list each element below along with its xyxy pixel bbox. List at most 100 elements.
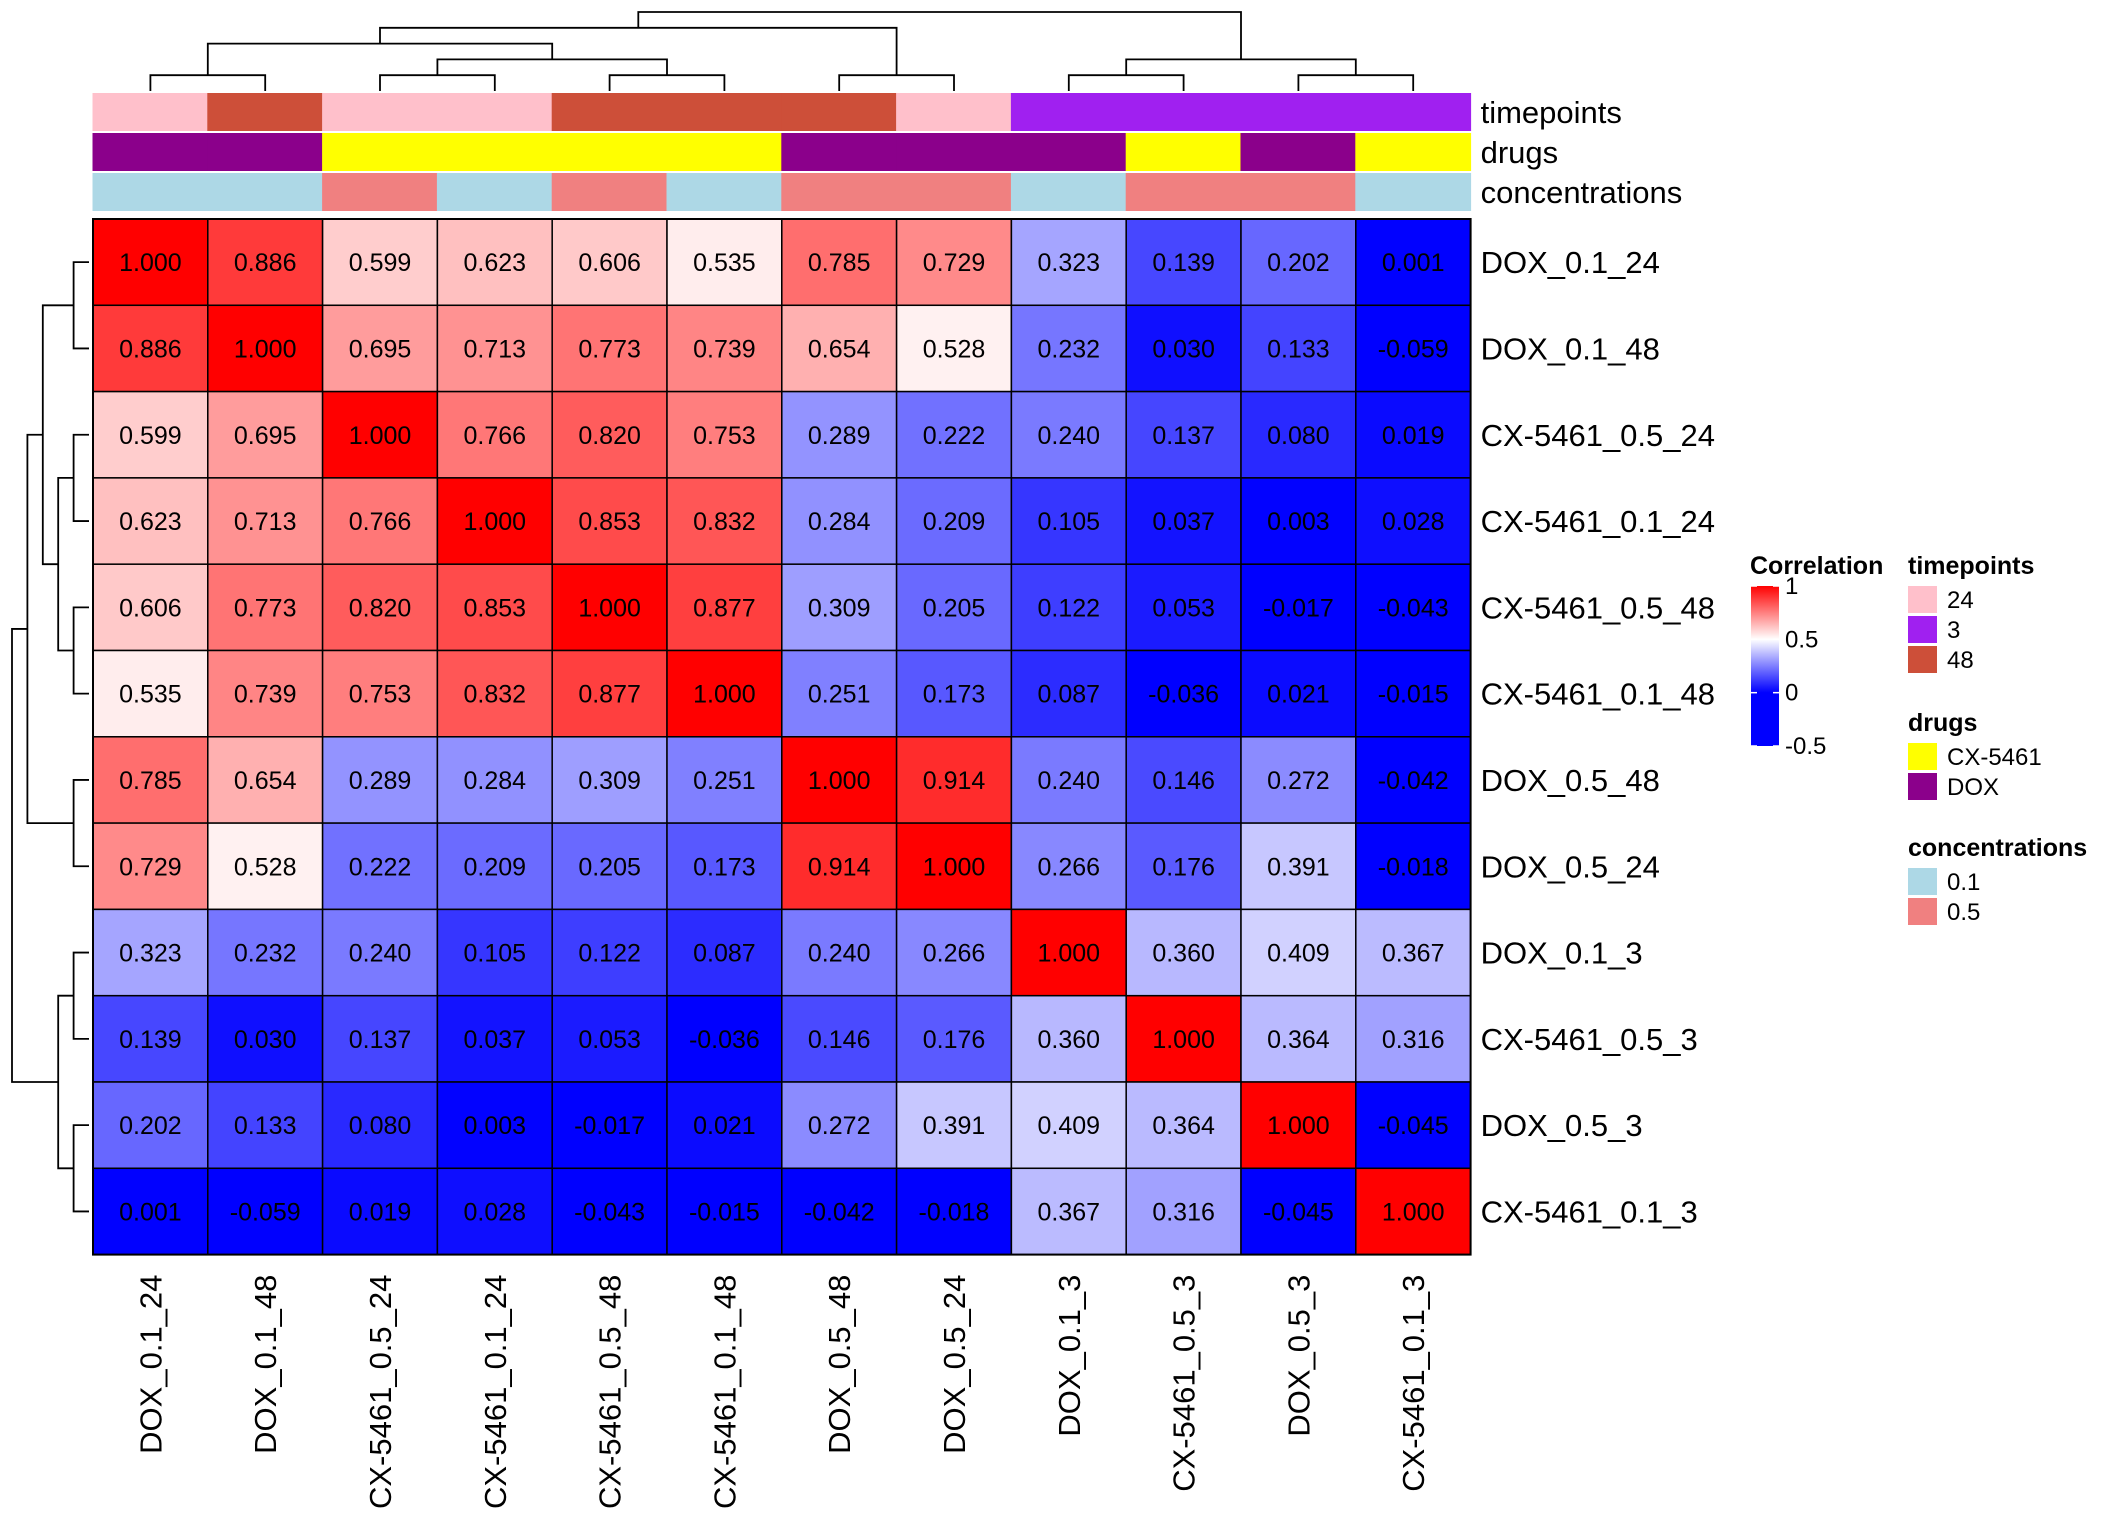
annotation-cell-timepoints xyxy=(551,93,668,131)
cell-value: 0.222 xyxy=(349,853,412,881)
cell-value: 0.146 xyxy=(808,1026,871,1054)
annotation-cell-timepoints xyxy=(1355,93,1472,131)
heatmap-cell xyxy=(781,736,898,824)
column-label: CX-5461_0.1_24 xyxy=(478,1275,513,1509)
annotation-cell-timepoints xyxy=(436,93,553,131)
column-label: DOX_0.1_3 xyxy=(1052,1275,1087,1437)
column-dendrogram-branch xyxy=(637,11,1242,60)
heatmap-cell xyxy=(895,649,1013,738)
heatmap-cell xyxy=(92,649,209,738)
heatmap-cell xyxy=(436,477,553,565)
row-labels: DOX_0.1_24 DOX_0.1_48 CX-5461_0.5_24 CX-546… xyxy=(1481,245,1715,1229)
heatmap-cell xyxy=(436,994,553,1083)
heatmap-cell xyxy=(666,649,783,738)
heatmap-cell xyxy=(551,304,668,393)
cell-value: 0.409 xyxy=(1267,940,1330,968)
heatmap-cell xyxy=(1010,304,1127,393)
row-dendrogram-branch xyxy=(57,477,74,652)
annotation-cell-drugs xyxy=(1125,133,1242,171)
heatmap-cell xyxy=(781,908,898,997)
legend-swatch-0-1 xyxy=(1908,868,1937,895)
row-label: DOX_0.1_3 xyxy=(1481,936,1643,971)
cell-value: 0.309 xyxy=(808,594,871,622)
cell-value: 0.599 xyxy=(119,422,182,450)
legend-swatch-dox xyxy=(1908,773,1937,800)
cell-value: 0.122 xyxy=(1038,594,1101,622)
cell-value: 0.316 xyxy=(1382,1026,1445,1054)
cell-value: 0.820 xyxy=(349,594,412,622)
cell-value: 0.209 xyxy=(923,508,986,536)
cell-value: 0.877 xyxy=(578,681,641,709)
heatmap-cell xyxy=(666,218,783,307)
heatmap-cell xyxy=(895,822,1013,911)
heatmap-cell xyxy=(1355,304,1472,393)
cell-value: 0.139 xyxy=(1152,249,1215,277)
cell-value: 0.087 xyxy=(1038,681,1101,709)
row-label: CX-5461_0.1_3 xyxy=(1481,1194,1698,1229)
heatmap-cell xyxy=(1240,304,1357,393)
heatmap-cell xyxy=(1125,477,1242,565)
cell-value: 0.173 xyxy=(693,853,756,881)
heatmap-cell xyxy=(1125,736,1242,824)
column-dendrogram-branch xyxy=(379,26,898,76)
heatmap-cell xyxy=(321,390,439,479)
heatmap-cell xyxy=(1125,994,1242,1083)
cell-value: 0.284 xyxy=(464,767,527,795)
cell-value: -0.015 xyxy=(1378,681,1449,709)
cell-value: 0.914 xyxy=(808,853,871,881)
heatmap-cell xyxy=(321,218,439,307)
heatmap-cell xyxy=(207,563,324,652)
cell-value: 0.820 xyxy=(578,422,641,450)
color-scale-tick-label: 1 xyxy=(1785,573,1798,600)
cell-value: 0.028 xyxy=(1382,508,1445,536)
cell-value: 0.323 xyxy=(1038,249,1101,277)
cell-value: -0.036 xyxy=(689,1026,760,1054)
heatmap-cell xyxy=(781,563,898,652)
cell-value: 0.202 xyxy=(119,1112,182,1140)
annotation-cell-concentrations xyxy=(781,173,898,211)
cell-value: 0.137 xyxy=(1152,422,1215,450)
annotation-cell-drugs xyxy=(1010,133,1127,171)
cell-value: 0.367 xyxy=(1382,940,1445,968)
heatmap-cell xyxy=(321,304,439,393)
column-dendrogram-branch xyxy=(149,74,267,91)
cell-value: 0.053 xyxy=(1152,594,1215,622)
cell-value: 0.886 xyxy=(119,335,182,363)
annotation-cell-concentrations xyxy=(1240,173,1357,211)
cell-value: 0.030 xyxy=(1152,335,1215,363)
annotation-cell-timepoints xyxy=(207,93,324,131)
row-dendrogram-branch xyxy=(72,951,89,1040)
cell-value: 0.766 xyxy=(349,508,412,536)
cell-value: 1.000 xyxy=(349,422,412,450)
legend-swatch-0-5 xyxy=(1908,898,1937,925)
legend-item-label: DOX xyxy=(1947,774,1999,801)
cell-value: 0.133 xyxy=(234,1112,297,1140)
cell-value: 0.753 xyxy=(693,422,756,450)
cell-value: 0.785 xyxy=(119,767,182,795)
color-scale-bar xyxy=(1751,586,1779,746)
cell-value: 0.729 xyxy=(119,853,182,881)
cell-value: -0.036 xyxy=(1148,681,1219,709)
cell-value: 0.272 xyxy=(1267,767,1330,795)
cell-value: 0.037 xyxy=(464,1026,527,1054)
legend-item-label: CX-5461 xyxy=(1947,744,2042,771)
column-label: CX-5461_0.1_48 xyxy=(707,1275,742,1509)
cell-value: 0.240 xyxy=(349,940,412,968)
heatmap-cell xyxy=(551,994,668,1083)
heatmap-cell xyxy=(207,477,324,565)
heatmap-cell xyxy=(551,1081,668,1170)
annotation-cell-drugs xyxy=(666,133,783,171)
heatmap-cell xyxy=(895,563,1013,652)
column-label: DOX_0.5_3 xyxy=(1281,1275,1316,1437)
annotation-cell-concentrations xyxy=(551,173,668,211)
cell-value: 0.003 xyxy=(1267,508,1330,536)
cell-value: 0.623 xyxy=(464,249,527,277)
column-label: CX-5461_0.5_48 xyxy=(593,1275,628,1509)
cell-value: -0.017 xyxy=(1263,594,1334,622)
cell-value: 0.205 xyxy=(578,853,641,881)
heatmap-cell xyxy=(207,908,324,997)
heatmap-cell xyxy=(1125,304,1242,393)
row-label: DOX_0.5_3 xyxy=(1481,1108,1643,1143)
heatmap-cell xyxy=(1355,822,1472,911)
cell-value: 0.832 xyxy=(693,508,756,536)
